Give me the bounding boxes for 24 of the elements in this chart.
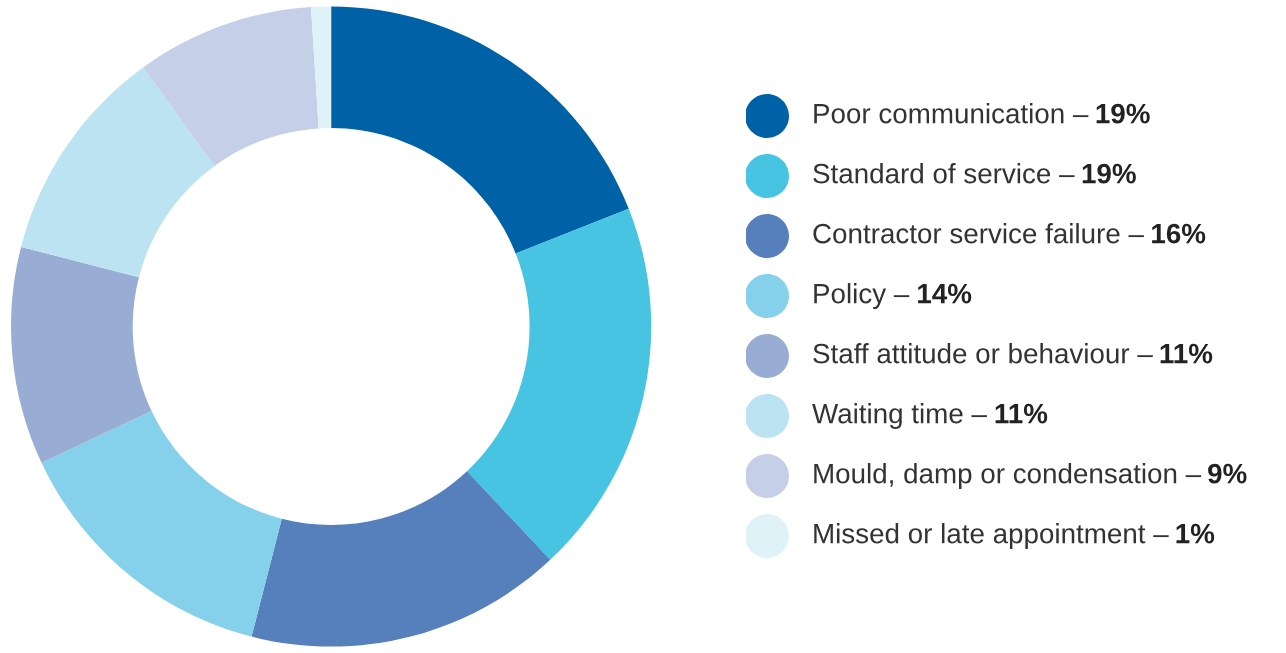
legend-label: Mould, damp or condensation –	[814, 463, 1202, 489]
data-label: 19%	[1082, 163, 1136, 184]
legend-label: Policy –	[814, 283, 910, 309]
data-label: 1%	[1176, 523, 1215, 544]
donut-slice	[331, 6, 629, 254]
legend-label: Standard of service –	[813, 163, 1075, 184]
donut-slice	[467, 208, 652, 560]
legend-label: Contractor service failure –	[813, 223, 1144, 244]
data-label: 11%	[995, 403, 1048, 424]
data-label: 9%	[1208, 463, 1247, 484]
donut-slice	[41, 411, 282, 637]
legend-label: Waiting time –	[812, 403, 987, 429]
donut-slice	[143, 7, 319, 166]
data-label: 16%	[1152, 223, 1206, 244]
donut-slice	[21, 67, 215, 278]
data-label: 14%	[918, 283, 972, 304]
donut-slice	[311, 6, 332, 129]
data-label: 11%	[1160, 343, 1213, 364]
donut-slice	[251, 471, 551, 647]
donut-slice	[11, 246, 152, 463]
legend-label: Missed or late appointment –	[814, 523, 1169, 549]
legend-label: Staff attitude or behaviour –	[813, 343, 1153, 364]
legend-label: Poor communication –	[814, 103, 1089, 124]
data-label: 19%	[1096, 103, 1150, 124]
